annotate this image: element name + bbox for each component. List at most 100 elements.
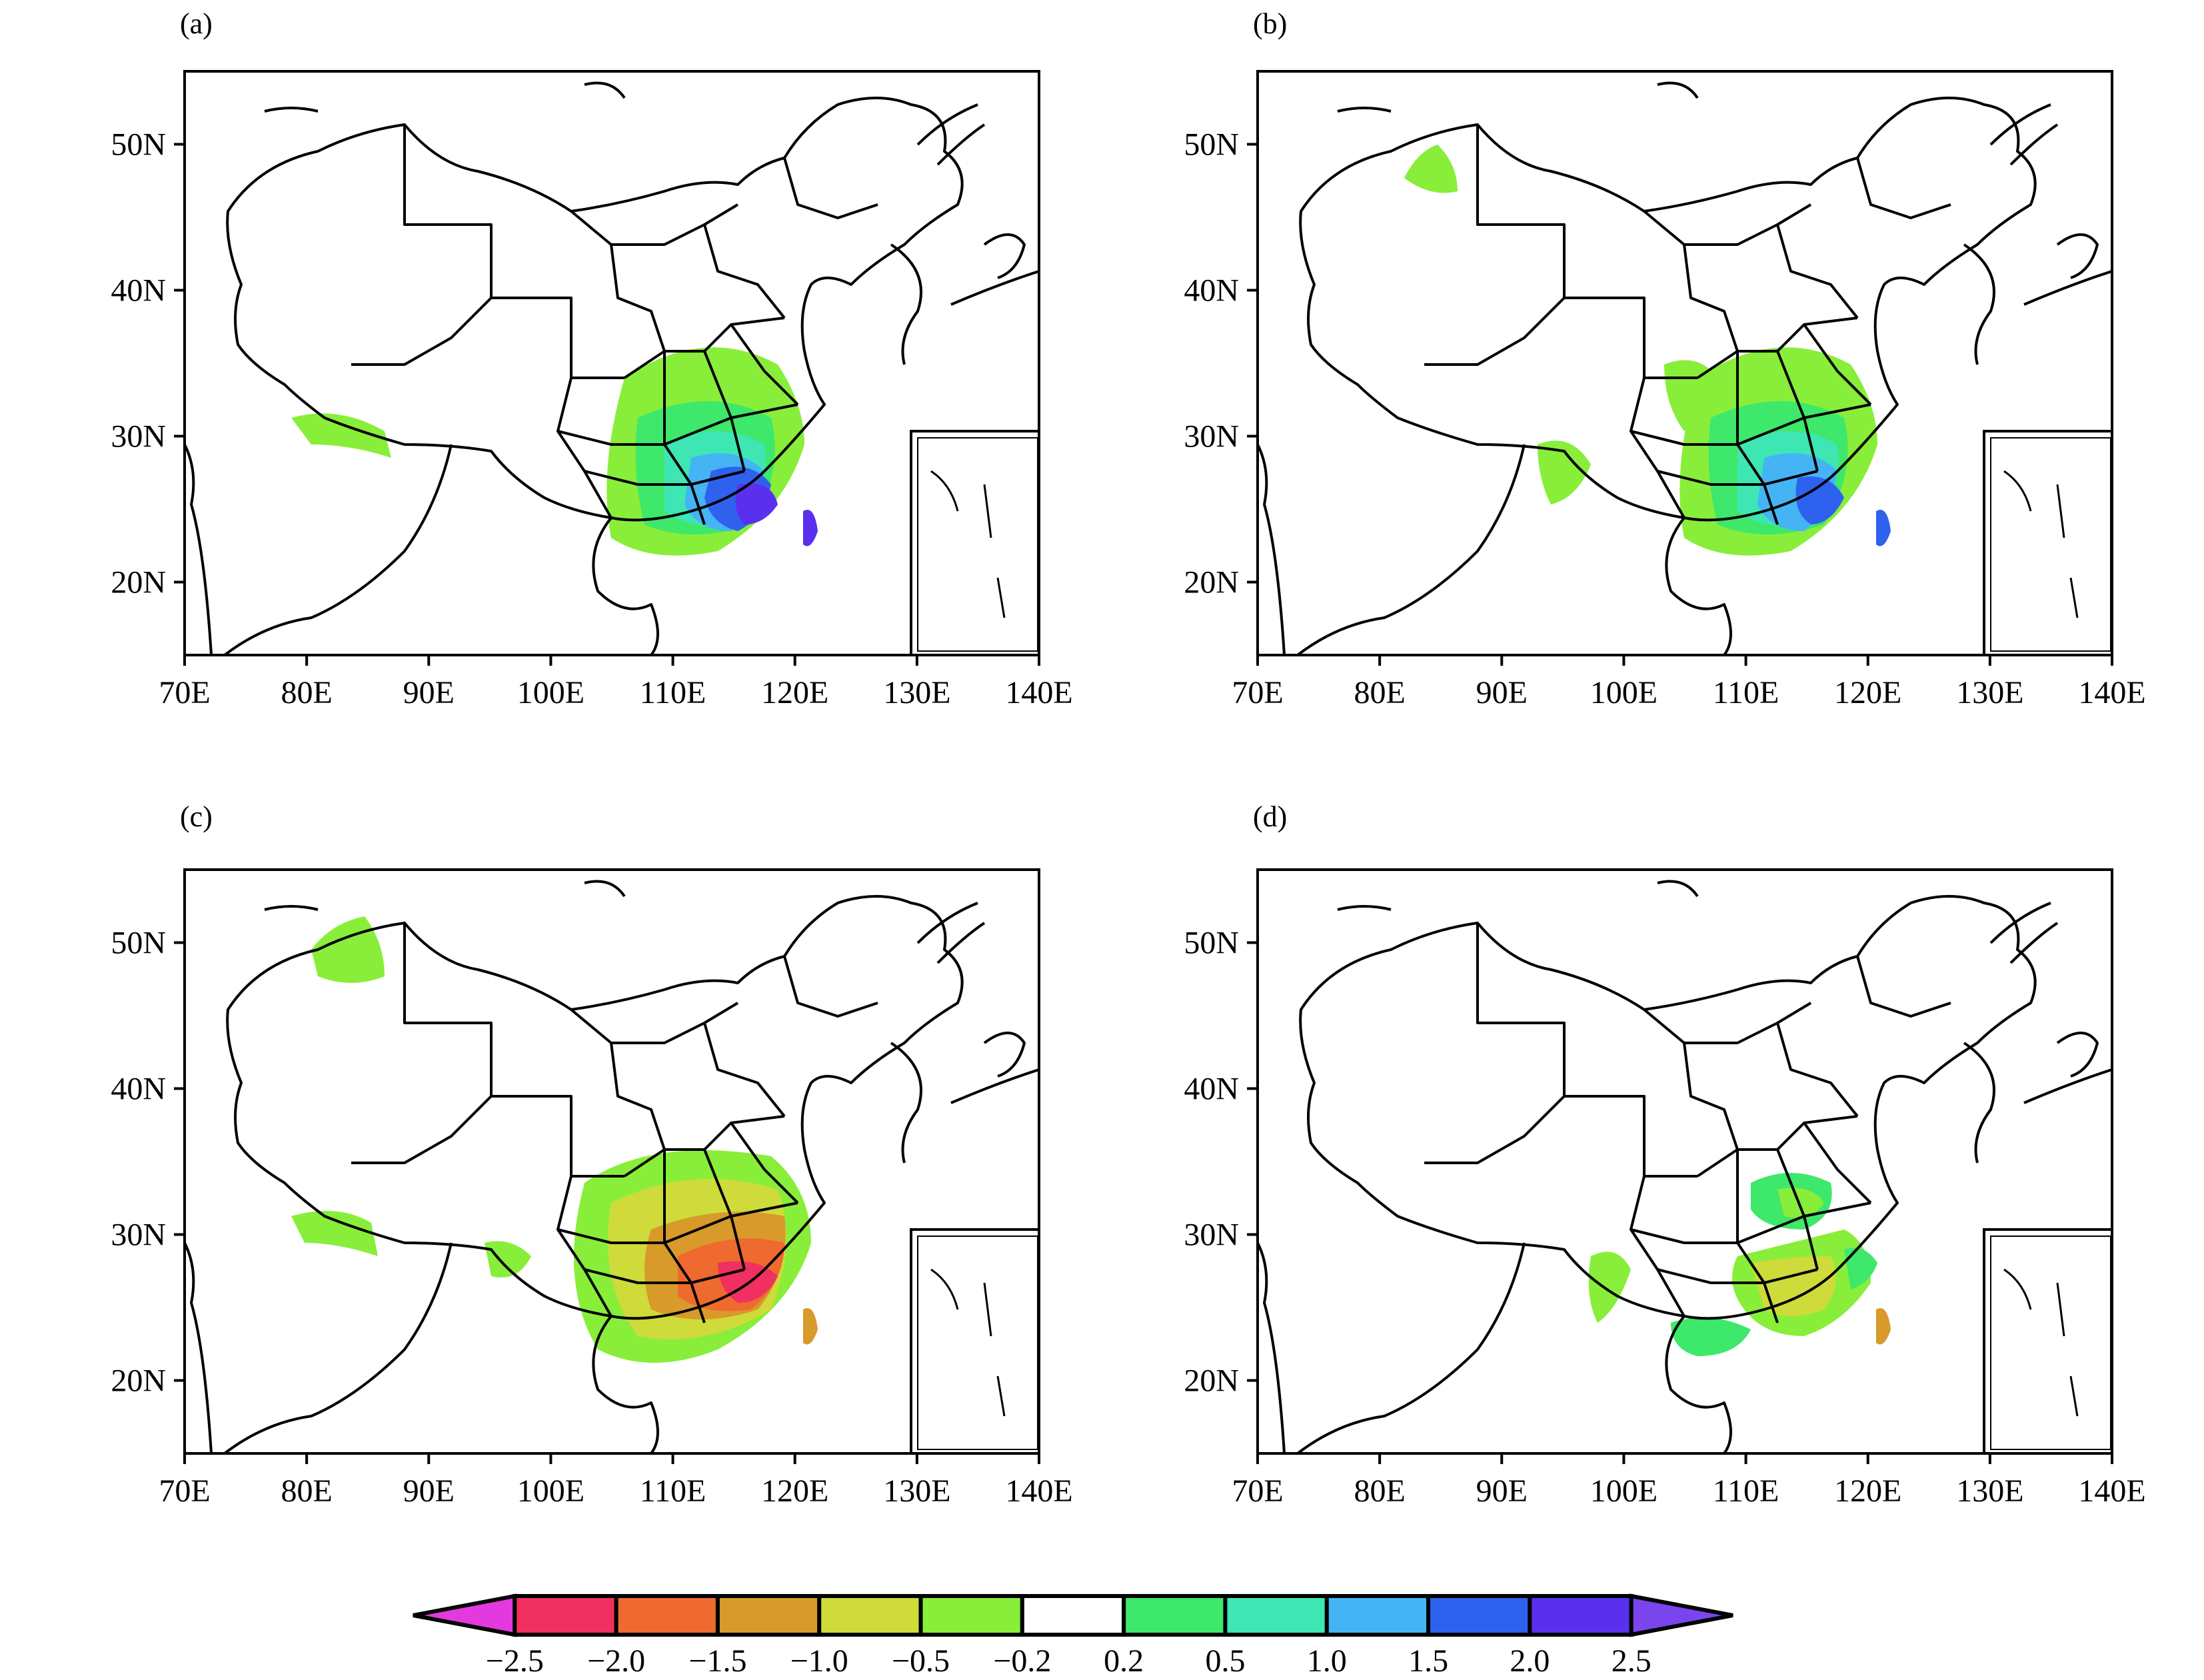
x-tick-label: 120E (761, 675, 828, 710)
y-axis-d: 20N 30N 40N 50N (1184, 926, 1258, 1399)
x-tick-label: 90E (403, 675, 455, 710)
y-tick-label: 30N (1184, 419, 1239, 454)
colorbar-swatch (918, 1594, 1024, 1637)
colorbar-swatch (1122, 1594, 1228, 1637)
map-frame-a (183, 70, 1040, 656)
x-tick-label: 130E (883, 1473, 950, 1509)
x-tick-label: 110E (1713, 675, 1779, 710)
colorbar-tick-label: 0.2 (1104, 1643, 1144, 1679)
inset-map-d (1983, 1228, 2112, 1453)
colorbar-swatch (513, 1594, 618, 1637)
x-tick-label: 80E (1354, 675, 1405, 710)
colorbar-tick-label: −0.5 (892, 1643, 950, 1679)
colorbar-swatch (1223, 1594, 1329, 1637)
colorbar-tick-label: 1.5 (1408, 1643, 1448, 1679)
coastline-d (1258, 880, 2112, 1453)
x-tick-label: 70E (159, 675, 210, 710)
panel-label-a: (a) (180, 7, 213, 40)
x-tick-label: 140E (2078, 675, 2145, 710)
y-tick-label: 40N (1184, 273, 1239, 309)
colorbar-tick-label: 0.5 (1205, 1643, 1245, 1679)
y-tick-label: 30N (111, 1218, 166, 1253)
x-tick-label: 90E (1476, 675, 1528, 710)
x-axis-b: 70E 80E 90E 100E 110E 120E 130E 140E (1232, 655, 2146, 710)
colorbar-swatch (1020, 1594, 1126, 1637)
colorbar-swatch (817, 1594, 923, 1637)
panel-label-d: (d) (1253, 800, 1287, 833)
x-tick-label: 90E (403, 1473, 455, 1509)
x-tick-label: 110E (640, 675, 706, 710)
colorbar-tick-label: 2.5 (1612, 1643, 1652, 1679)
x-axis-d: 70E 80E 90E 100E 110E 120E 130E 140E (1232, 1453, 2146, 1509)
panel-d: (d) (1184, 800, 2145, 1509)
colorbar-tick-label: −1.5 (688, 1643, 746, 1679)
y-tick-label: 40N (1184, 1072, 1239, 1107)
x-tick-label: 80E (1354, 1473, 1405, 1509)
map-c (185, 880, 1039, 1453)
y-tick-label: 30N (111, 419, 166, 454)
y-axis-a: 20N 30N 40N 50N (111, 127, 185, 600)
map-b (1258, 81, 2112, 655)
y-tick-label: 50N (1184, 127, 1239, 163)
x-tick-label: 100E (1590, 675, 1657, 710)
y-tick-label: 50N (111, 127, 166, 163)
x-tick-label: 140E (1005, 1473, 1072, 1509)
panel-c: (c) (111, 800, 1072, 1509)
colorbar-arrow-min (413, 1593, 517, 1637)
x-tick-label: 80E (281, 675, 332, 710)
borders-c (226, 895, 964, 1323)
colorbar-tick-label: −0.2 (993, 1643, 1051, 1679)
map-frame-b (1256, 70, 2113, 656)
map-a (185, 81, 1039, 655)
x-tick-label: 100E (517, 675, 584, 710)
precip-anomaly-d (1588, 1173, 1891, 1356)
colorbar-tick-label: −1.0 (790, 1643, 848, 1679)
coastline-c (185, 880, 1039, 1453)
colorbar-swatch (715, 1594, 822, 1637)
colorbar: −2.5 −2.0 −1.5 −1.0 −0.5 −0.2 0.2 0.5 1.0 1.5 2.0 2… (413, 1593, 1733, 1679)
x-tick-label: 110E (640, 1473, 706, 1509)
y-tick-label: 20N (1184, 1363, 1239, 1399)
colorbar-swatch (614, 1594, 720, 1637)
x-tick-label: 100E (517, 1473, 584, 1509)
x-tick-label: 70E (159, 1473, 210, 1509)
colorbar-tick-label: −2.0 (587, 1643, 645, 1679)
panel-label-b: (b) (1253, 7, 1287, 40)
panel-label-c: (c) (180, 800, 213, 833)
panel-b: (b) (1184, 7, 2145, 710)
y-tick-label: 20N (111, 1363, 166, 1399)
x-tick-label: 70E (1232, 675, 1283, 710)
borders-a (226, 97, 964, 525)
x-tick-label: 120E (1834, 1473, 1901, 1509)
colorbar-tick-label: −2.5 (486, 1643, 544, 1679)
coastline-b (1258, 81, 2112, 655)
x-tick-label: 130E (1956, 675, 2023, 710)
inset-map-c (910, 1228, 1039, 1453)
y-axis-b: 20N 30N 40N 50N (1184, 127, 1258, 600)
coastline-a (185, 81, 1039, 655)
y-tick-label: 50N (111, 926, 166, 961)
colorbar-swatch (1528, 1594, 1634, 1637)
y-tick-label: 20N (111, 565, 166, 600)
x-tick-label: 120E (1834, 675, 1901, 710)
map-frame-c (183, 868, 1040, 1455)
x-tick-label: 130E (1956, 1473, 2023, 1509)
x-tick-label: 110E (1713, 1473, 1779, 1509)
precip-anomaly-c (291, 916, 818, 1363)
map-frame-d (1256, 868, 2113, 1455)
x-tick-label: 80E (281, 1473, 332, 1509)
x-axis-c: 70E 80E 90E 100E 110E 120E 130E 140E (159, 1453, 1073, 1509)
borders-b (1299, 97, 2037, 525)
colorbar-tick-label: 2.0 (1510, 1643, 1550, 1679)
y-tick-label: 20N (1184, 565, 1239, 600)
inset-map-a (910, 430, 1039, 655)
colorbar-swatch (1324, 1594, 1431, 1637)
y-axis-c: 20N 30N 40N 50N (111, 926, 185, 1399)
y-tick-label: 50N (1184, 926, 1239, 961)
x-tick-label: 70E (1232, 1473, 1283, 1509)
colorbar-tick-label: 1.0 (1307, 1643, 1347, 1679)
x-tick-label: 140E (1005, 675, 1072, 710)
borders-d (1299, 895, 2037, 1323)
x-tick-label: 140E (2078, 1473, 2145, 1509)
